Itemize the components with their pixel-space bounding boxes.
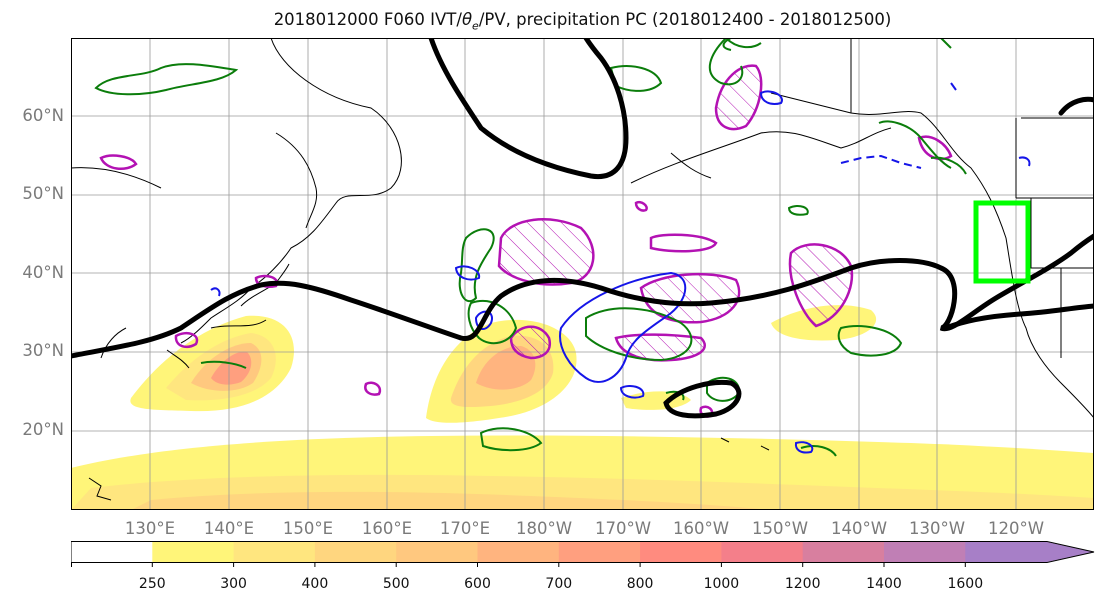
- colorbar-tick-label: 600: [464, 576, 491, 592]
- theta-e-green-contours: [94, 38, 967, 457]
- colorbar-segment: [558, 542, 641, 562]
- pv-contours: [71, 38, 1094, 419]
- lon-label-160e: 160°E: [361, 519, 413, 538]
- lon-label-150e: 150°E: [282, 519, 334, 538]
- colorbar-tick-label: 1600: [947, 576, 984, 592]
- lon-label-120w: 120°W: [987, 519, 1045, 538]
- colorbar-segment: [721, 542, 804, 562]
- lat-label-20n: 20°N: [22, 420, 64, 439]
- colorbar-tick-label: 1200: [784, 576, 821, 592]
- precip-contours: [99, 64, 953, 418]
- colorbar-segment: [396, 542, 478, 562]
- colorbar-tick-label: 300: [220, 576, 247, 592]
- lon-label-140e: 140°E: [203, 519, 255, 538]
- lat-label-50n: 50°N: [22, 184, 64, 203]
- lon-label-180w: 180°W: [515, 519, 573, 538]
- colorbar-tick-label: 250: [138, 576, 166, 592]
- lon-label-140w: 140°W: [830, 519, 888, 538]
- colorbar-segment: [965, 542, 1093, 562]
- colorbar-tick-label: 1400: [866, 576, 902, 592]
- lon-label-160w: 160°W: [672, 519, 730, 538]
- map-title: 2018012000 F060 IVT/θe/PV, precipitation…: [273, 10, 892, 33]
- colorbar-segment: [477, 542, 560, 562]
- colorbar-segment: [233, 542, 316, 562]
- lon-label-130e: 130°E: [124, 519, 176, 538]
- theta-e-blue-contours: [210, 82, 1031, 454]
- colorbar-segment: [640, 542, 722, 562]
- map-canvas: [71, 38, 1094, 510]
- lon-label-130w: 130°W: [908, 519, 966, 538]
- colorbar-segment: [802, 542, 885, 562]
- map-panel: [71, 38, 1094, 514]
- lat-label-60n: 60°N: [22, 106, 64, 125]
- colorbar-tick-label: 500: [382, 576, 410, 592]
- target-region-box: [973, 200, 1031, 284]
- colorbar-segment: [152, 542, 235, 562]
- colorbar-tick-label: 700: [545, 576, 573, 592]
- colorbar-tick-label: 1000: [703, 576, 740, 592]
- colorbar-segment: [884, 542, 966, 562]
- lon-label-150w: 150°W: [751, 519, 809, 538]
- lon-label-170w: 170°W: [594, 519, 652, 538]
- colorbar-tick-label: 400: [301, 576, 329, 592]
- lon-label-170e: 170°E: [439, 519, 491, 538]
- lat-label-30n: 30°N: [22, 341, 64, 360]
- lat-label-40n: 40°N: [22, 263, 64, 282]
- colorbar-segment: [314, 542, 397, 562]
- map-frame: [71, 38, 1094, 510]
- colorbar-tick-label: 800: [626, 576, 654, 592]
- colorbar-segment: [71, 542, 153, 562]
- colorbar: [71, 541, 1095, 567]
